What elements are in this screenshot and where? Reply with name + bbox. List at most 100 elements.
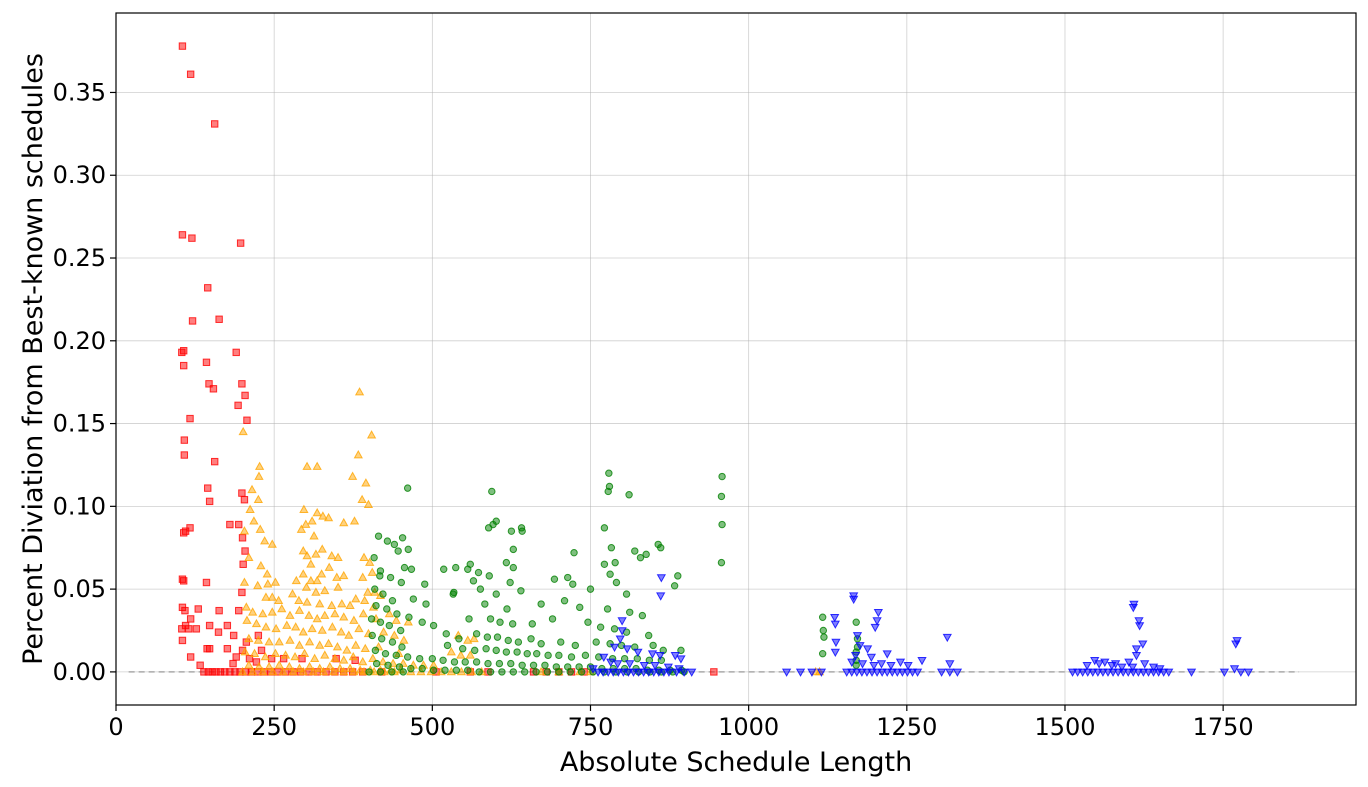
data-point xyxy=(537,640,545,648)
data-point xyxy=(324,562,334,571)
data-point xyxy=(543,668,552,676)
data-point xyxy=(869,661,879,671)
data-point xyxy=(304,661,315,671)
data-point xyxy=(308,666,319,676)
data-point xyxy=(1117,663,1127,672)
data-point xyxy=(287,589,298,598)
data-point xyxy=(718,472,726,481)
data-point xyxy=(325,661,335,671)
data-point xyxy=(258,666,268,676)
x-axis-ticks: 0 250 500 750 1000 1250 1500 1750 xyxy=(108,705,1254,741)
data-point xyxy=(253,580,263,590)
data-point xyxy=(482,645,490,653)
data-point xyxy=(816,668,827,677)
data-point xyxy=(214,628,223,636)
data-point xyxy=(642,550,650,559)
data-point xyxy=(1231,640,1241,649)
data-point xyxy=(351,594,361,603)
data-point xyxy=(625,491,633,499)
data-point xyxy=(486,615,495,623)
data-point xyxy=(581,651,590,660)
data-point xyxy=(407,565,416,573)
data-point xyxy=(180,451,189,459)
data-point xyxy=(372,601,380,610)
data-point xyxy=(294,640,305,649)
data-point xyxy=(256,560,266,570)
data-point xyxy=(178,42,187,50)
data-point xyxy=(399,635,409,644)
data-point xyxy=(622,590,631,598)
data-point xyxy=(239,577,250,586)
data-point xyxy=(476,585,485,593)
data-point xyxy=(895,658,906,667)
data-point xyxy=(857,660,868,669)
data-point xyxy=(397,578,406,587)
data-point xyxy=(481,600,489,608)
x-tick-label: 1250 xyxy=(876,713,937,741)
data-point xyxy=(294,605,305,614)
data-point xyxy=(945,660,955,669)
data-point xyxy=(215,606,223,615)
data-point xyxy=(404,545,412,554)
x-tick-label: 250 xyxy=(251,713,297,741)
data-point xyxy=(180,436,189,444)
data-point xyxy=(234,401,242,410)
data-point xyxy=(567,653,576,661)
data-point xyxy=(663,663,673,672)
data-point xyxy=(299,648,310,657)
data-point xyxy=(361,478,371,487)
data-point xyxy=(1107,661,1117,671)
data-point xyxy=(560,597,569,605)
data-point xyxy=(332,642,343,651)
data-point xyxy=(403,617,413,626)
data-point xyxy=(503,605,511,613)
data-point xyxy=(323,512,334,522)
data-point xyxy=(376,618,385,626)
data-point xyxy=(636,553,645,562)
data-point xyxy=(178,625,186,633)
data-point xyxy=(253,635,263,644)
data-point xyxy=(483,633,492,641)
data-point xyxy=(379,590,387,598)
data-point xyxy=(383,605,391,613)
data-point xyxy=(647,650,658,659)
data-point xyxy=(398,534,407,542)
data-point xyxy=(186,414,194,423)
data-point xyxy=(807,668,817,677)
data-point xyxy=(492,646,500,655)
data-point xyxy=(605,469,613,477)
data-point xyxy=(513,648,521,656)
data-point xyxy=(327,550,337,560)
data-point xyxy=(469,633,479,643)
data-point xyxy=(202,358,211,367)
data-point xyxy=(359,595,370,605)
data-point xyxy=(599,653,609,663)
data-point xyxy=(186,653,195,661)
data-point xyxy=(831,638,841,648)
data-point xyxy=(442,630,450,638)
data-point xyxy=(179,347,188,355)
data-point xyxy=(484,524,493,532)
data-point xyxy=(363,587,373,596)
data-point xyxy=(679,668,689,677)
data-point xyxy=(872,617,882,626)
data-point xyxy=(465,650,475,659)
x-tick-label: 1750 xyxy=(1193,713,1254,741)
data-point xyxy=(186,70,195,78)
data-point xyxy=(390,540,399,549)
data-point xyxy=(541,661,549,669)
data-point xyxy=(456,650,466,659)
data-point xyxy=(421,580,429,588)
series-triangle-up xyxy=(237,387,825,676)
data-point xyxy=(518,527,526,535)
data-point xyxy=(532,668,540,676)
data-point xyxy=(235,520,243,529)
data-point xyxy=(407,664,415,673)
data-point xyxy=(254,661,264,671)
data-point xyxy=(376,572,384,580)
data-point xyxy=(357,494,367,504)
data-point xyxy=(345,600,355,609)
data-point xyxy=(625,660,635,669)
data-point xyxy=(429,621,438,630)
data-point xyxy=(367,615,376,623)
